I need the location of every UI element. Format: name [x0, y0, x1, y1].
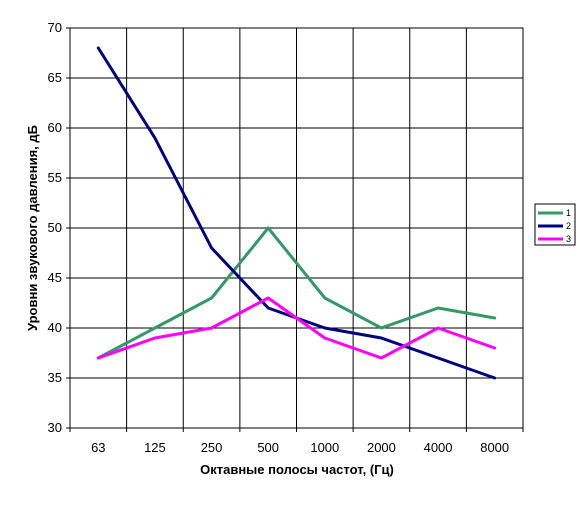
series-lines: [96, 46, 497, 380]
legend: 1 2 3: [534, 203, 576, 246]
x-tick-label: 8000: [480, 440, 509, 455]
y-tick-label: 65: [48, 70, 62, 85]
series-line-3: [96, 296, 497, 360]
legend-label-2: 2: [566, 221, 571, 231]
y-tick-label: 55: [48, 170, 62, 185]
x-tick-label: 4000: [424, 440, 453, 455]
x-tick-label: 1000: [310, 440, 339, 455]
x-tick-label: 250: [201, 440, 223, 455]
x-tick-label: 125: [144, 440, 166, 455]
y-tick-label: 60: [48, 120, 62, 135]
x-axis-title: Октавные полосы частот, (Гц): [200, 462, 394, 477]
x-tick-label: 2000: [367, 440, 396, 455]
y-axis-ticks: 30 35 40 45 50 55 60 65 70: [48, 20, 70, 435]
y-tick-label: 45: [48, 270, 62, 285]
x-tick-label: 500: [257, 440, 279, 455]
y-tick-label: 70: [48, 20, 62, 35]
y-tick-label: 30: [48, 420, 62, 435]
y-tick-label: 40: [48, 320, 62, 335]
y-tick-label: 35: [48, 370, 62, 385]
legend-label-1: 1: [566, 208, 571, 218]
y-axis-title: Уровни звукового давления, дБ: [25, 125, 40, 331]
x-axis-ticks: 63 125 250 500 1000 2000 4000 8000: [69, 428, 524, 455]
series-line-1: [96, 226, 497, 360]
x-tick-label: 63: [91, 440, 105, 455]
y-tick-label: 50: [48, 220, 62, 235]
legend-label-3: 3: [566, 234, 571, 244]
